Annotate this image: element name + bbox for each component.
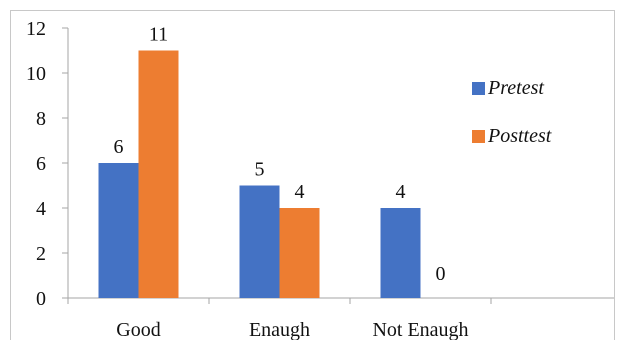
y-tick-label: 10: [26, 63, 46, 85]
y-tick-label: 8: [36, 108, 46, 130]
data-label: 0: [436, 263, 446, 285]
bar-posttest-0: [138, 50, 179, 298]
y-tick-label: 6: [36, 153, 46, 175]
y-tick-label: 12: [26, 18, 46, 40]
x-category-label: Good: [116, 319, 160, 340]
bar-pretest-1: [239, 185, 280, 298]
data-label: 5: [255, 159, 265, 181]
bar-pretest-2: [380, 208, 421, 298]
bar-pretest-0: [98, 163, 139, 298]
bars: [98, 50, 421, 298]
data-label: 4: [295, 181, 305, 203]
y-tick-label: 0: [36, 288, 46, 310]
legend-swatch-pretest: [472, 82, 485, 95]
data-label: 6: [114, 136, 124, 158]
data-label: 4: [396, 181, 406, 203]
axes: 0 2 4 6 8 10 12 Good Enaugh Not Enaugh: [26, 18, 614, 341]
x-category-label: Not Enaugh: [372, 319, 468, 340]
y-tick-label: 2: [36, 243, 46, 265]
legend-label-posttest: Posttest: [487, 125, 552, 147]
legend: Pretest Posttest: [472, 77, 552, 147]
legend-label-pretest: Pretest: [487, 77, 544, 99]
legend-swatch-posttest: [472, 130, 485, 143]
data-label: 11: [149, 24, 168, 46]
bar-posttest-1: [279, 208, 320, 298]
y-tick-label: 4: [36, 198, 46, 220]
data-labels: 6 11 5 4 4 0: [114, 24, 446, 286]
x-category-label: Enaugh: [249, 319, 310, 340]
